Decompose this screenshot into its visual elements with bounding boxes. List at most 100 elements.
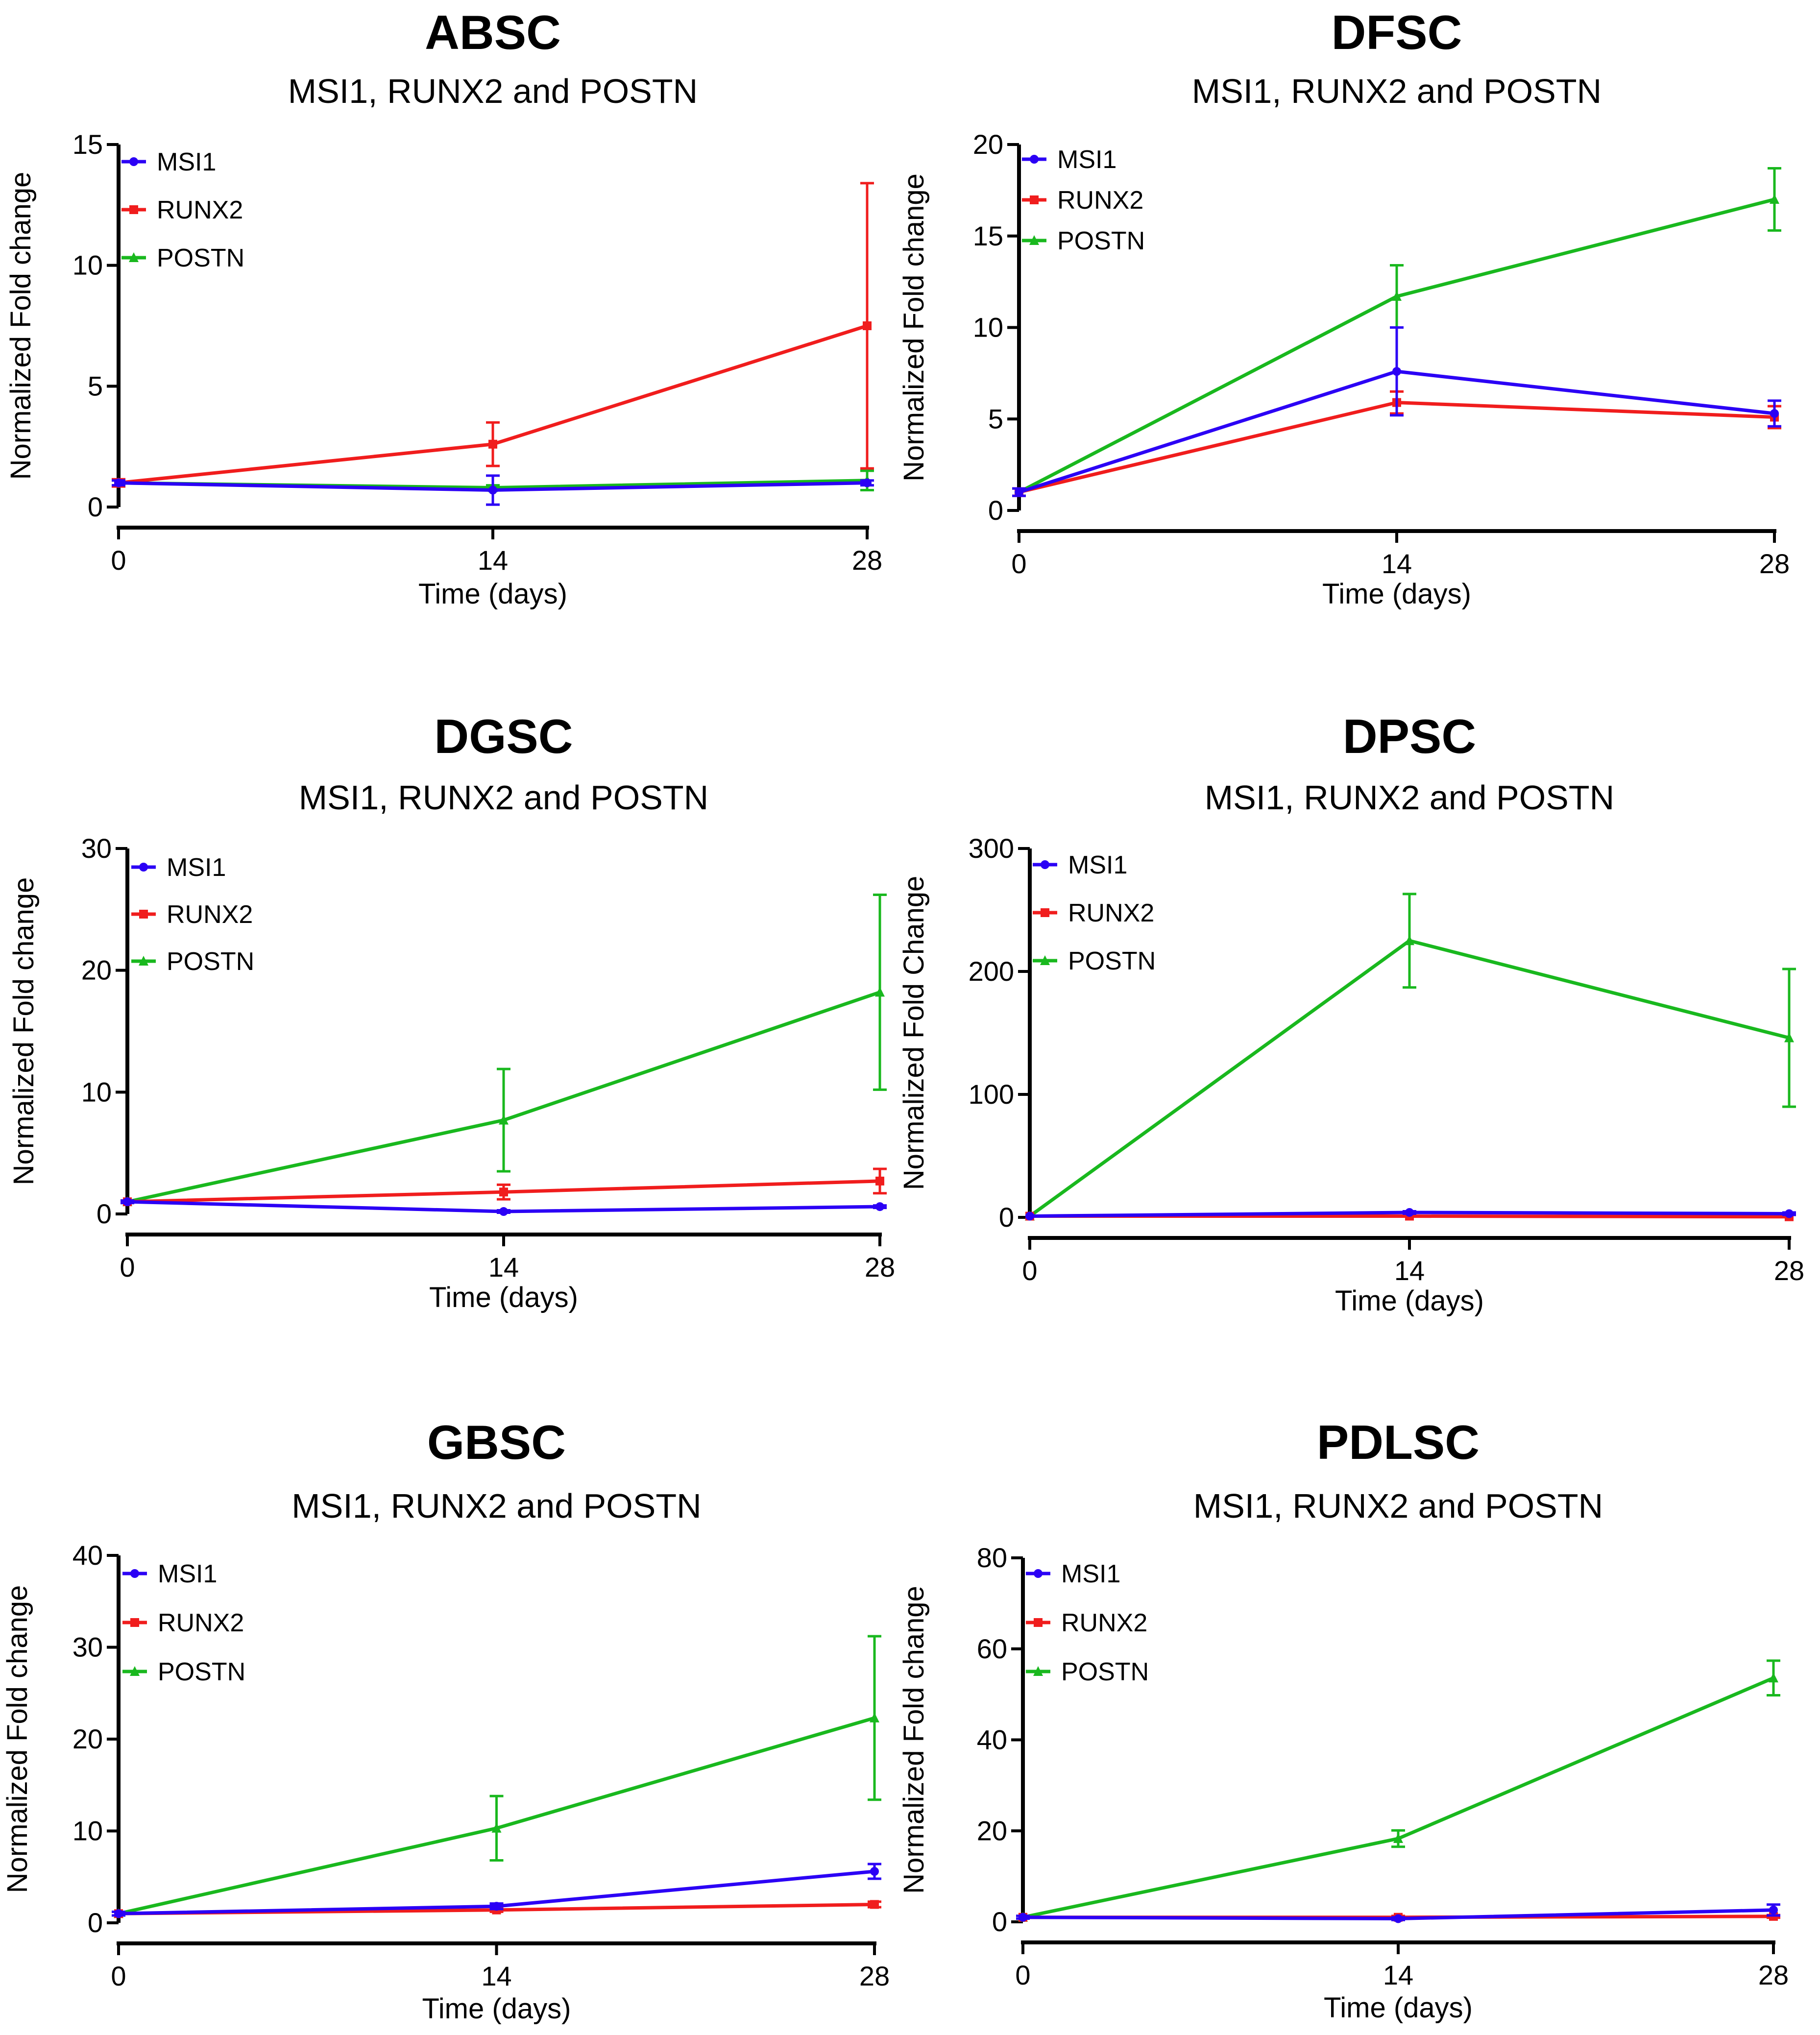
legend-item: POSTN (131, 947, 254, 976)
data-point (488, 439, 497, 449)
data-point (499, 1207, 508, 1216)
legend-label: POSTN (157, 244, 244, 272)
x-tick-label: 28 (865, 1252, 895, 1283)
legend-item: RUNX2 (122, 1609, 244, 1637)
x-axis-label: Time (days) (422, 1993, 571, 2025)
y-axis-label: Normalized Fold change (5, 172, 37, 480)
data-point (1392, 367, 1401, 376)
y-axis-label: Normalized Fold change (898, 1586, 930, 1894)
y-tick-label: 60 (977, 1633, 1007, 1664)
y-tick-label: 0 (97, 1198, 112, 1229)
legend-item: POSTN (122, 1658, 245, 1686)
chart-panel: DPSC MSI1, RUNX2 and POSTN 0 100 200 300 0 14 28… (898, 709, 1804, 1317)
data-point (1025, 1211, 1034, 1221)
legend-marker (1034, 1618, 1043, 1627)
legend: MSI1 RUNX2 POSTN (1022, 145, 1145, 255)
data-point (114, 478, 123, 487)
legend-marker (1029, 235, 1039, 245)
legend-marker (139, 863, 148, 872)
data-point (875, 987, 885, 997)
legend-marker (129, 252, 139, 262)
legend-item: RUNX2 (121, 196, 243, 224)
chart-title: ABSC (425, 5, 561, 59)
y-tick-label: 300 (969, 833, 1014, 864)
data-point (870, 1900, 879, 1909)
chart-panel: PDLSC MSI1, RUNX2 and POSTN 0 20 40 60 80 0 14 28… (898, 1415, 1789, 2024)
y-tick-label: 0 (88, 1907, 103, 1938)
y-tick-label: 200 (969, 956, 1014, 987)
chart-panel: DFSC MSI1, RUNX2 and POSTN 0 5 10 15 20 0 14 28 Ti… (898, 5, 1790, 610)
legend-item: MSI1 (122, 1560, 217, 1588)
chart-subtitle: MSI1, RUNX2 and POSTN (291, 1487, 701, 1525)
legend-item: POSTN (1022, 227, 1145, 255)
x-tick-label: 0 (120, 1252, 135, 1283)
data-point (1769, 1905, 1778, 1914)
x-tick-label: 0 (1022, 1255, 1037, 1286)
data-point (1784, 1032, 1794, 1042)
y-tick-label: 40 (73, 1540, 103, 1571)
series-postn (112, 1635, 881, 1918)
y-tick-label: 30 (73, 1632, 103, 1663)
series-msi1 (1012, 326, 1781, 497)
y-tick-label: 0 (999, 1202, 1014, 1233)
chart-title: DGSC (434, 709, 573, 763)
legend-marker (1033, 1666, 1043, 1676)
y-tick-label: 20 (973, 129, 1003, 160)
legend-label: RUNX2 (167, 900, 253, 929)
legend: MSI1 RUNX2 POSTN (131, 853, 254, 976)
legend-item: MSI1 (1033, 851, 1127, 879)
y-tick-label: 100 (969, 1079, 1014, 1110)
data-point (1405, 935, 1414, 945)
legend-label: POSTN (1068, 947, 1156, 975)
chart-panel: GBSC MSI1, RUNX2 and POSTN 0 10 20 30 40 0 14 28 T… (1, 1415, 890, 2025)
legend-marker (1030, 195, 1039, 204)
legend-label: MSI1 (158, 1560, 217, 1588)
data-point (870, 1867, 879, 1876)
data-point (1015, 487, 1023, 497)
legend-item: RUNX2 (1033, 899, 1154, 927)
y-tick-label: 15 (73, 129, 103, 160)
legend-label: MSI1 (1061, 1560, 1120, 1588)
y-tick-label: 10 (973, 312, 1003, 343)
y-tick-label: 20 (977, 1815, 1007, 1846)
legend-label: POSTN (167, 947, 254, 976)
x-tick-label: 0 (1011, 548, 1026, 579)
x-tick-label: 28 (852, 545, 882, 576)
legend-label: MSI1 (157, 148, 216, 176)
y-tick-label: 0 (88, 491, 103, 522)
x-tick-label: 0 (1015, 1960, 1030, 1990)
legend-marker (1041, 908, 1049, 917)
legend: MSI1 RUNX2 POSTN (1026, 1560, 1149, 1686)
legend-item: RUNX2 (131, 900, 253, 929)
data-point (123, 1197, 132, 1207)
y-axis-label: Normalized Fold Change (898, 876, 930, 1190)
legend-marker (129, 205, 138, 214)
x-axis-label: Time (days) (418, 578, 567, 610)
data-point (488, 485, 497, 495)
data-point (863, 478, 872, 487)
legend-item: RUNX2 (1022, 186, 1143, 215)
legend-item: MSI1 (1026, 1560, 1120, 1588)
legend-label: POSTN (1061, 1658, 1149, 1686)
legend-item: RUNX2 (1026, 1609, 1147, 1637)
y-axis-label: Normalized Fold change (898, 173, 930, 482)
data-point (1769, 1672, 1778, 1683)
x-axis-label: Time (days) (1324, 1992, 1473, 2024)
series-msi1 (112, 474, 874, 506)
x-axis-label: Time (days) (429, 1282, 578, 1313)
y-axis-label: Normalized Fold change (8, 877, 40, 1186)
y-tick-label: 80 (977, 1542, 1007, 1573)
y-axis-label: Normalized Fold change (1, 1585, 33, 1893)
chart-subtitle: MSI1, RUNX2 and POSTN (1205, 778, 1614, 817)
chart-subtitle: MSI1, RUNX2 and POSTN (1193, 1487, 1603, 1525)
legend-label: RUNX2 (1068, 899, 1154, 927)
legend-label: RUNX2 (157, 196, 243, 224)
x-tick-label: 14 (478, 545, 508, 576)
legend-marker (1034, 1569, 1043, 1578)
y-tick-label: 0 (988, 495, 1003, 526)
data-point (870, 1712, 879, 1722)
y-tick-label: 20 (81, 955, 112, 986)
y-tick-label: 10 (73, 250, 103, 281)
chart-title: GBSC (427, 1415, 566, 1469)
